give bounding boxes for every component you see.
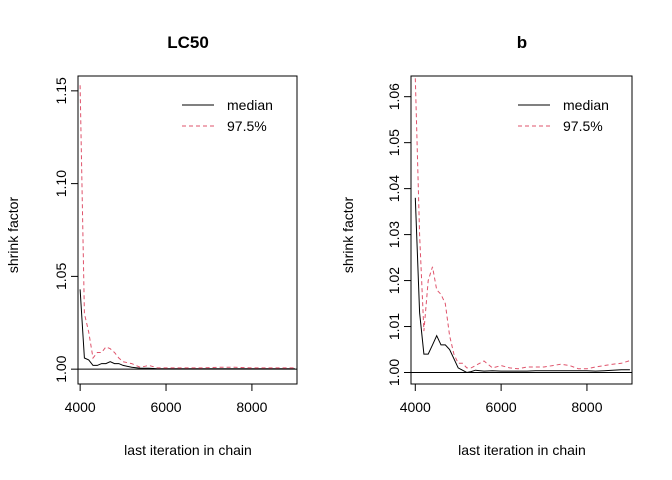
x-tick-label: 6000	[486, 399, 517, 415]
y-tick-label: 1.04	[386, 175, 402, 202]
x-tick-label: 4000	[400, 399, 431, 415]
series-line-median	[414, 197, 630, 374]
y-tick-label: 1.03	[386, 221, 402, 248]
plot-area: 4000 6000 8000 1.00 1.05 1.10 1.15 median 97.5%	[53, 75, 298, 415]
legend-label: 97.5%	[563, 118, 603, 134]
series-line-upper-975	[79, 85, 295, 369]
x-axis-label: last iteration in chain	[124, 442, 252, 458]
y-tick-label: 1.10	[53, 170, 69, 197]
y-axis-label: shrink factor	[5, 197, 21, 274]
y-tick-label: 1.06	[386, 83, 402, 110]
y-tick-label: 1.02	[386, 267, 402, 294]
x-axis-label: last iteration in chain	[458, 442, 586, 458]
plot-area: 4000 6000 8000 1.00 1.01 1.02 1.03 1.04 1.05 1.06…	[386, 75, 633, 415]
x-tick-label: 6000	[150, 399, 181, 415]
y-tick-label: 1.05	[53, 263, 69, 290]
y-tick-label: 1.01	[386, 313, 402, 340]
x-tick-label: 8000	[236, 399, 267, 415]
y-tick-label: 1.00	[53, 355, 69, 382]
plot-frame	[410, 75, 633, 385]
legend-label: 97.5%	[227, 118, 267, 134]
panel-title: b	[517, 33, 527, 52]
series-line-upper-975	[414, 78, 631, 370]
y-tick-label: 1.00	[386, 359, 402, 386]
panel-b: b 4000 6000 8000 1.00 1.01 1.02 1.03 1.04 1.05 1.…	[340, 33, 633, 458]
legend-label: median	[227, 97, 273, 113]
x-tick-label: 8000	[571, 399, 602, 415]
y-axis-label: shrink factor	[340, 197, 356, 274]
plot-frame	[77, 75, 298, 385]
series-line-median	[79, 289, 295, 370]
x-tick-label: 4000	[65, 399, 96, 415]
panel-title: LC50	[167, 33, 209, 52]
legend-label: median	[563, 97, 609, 113]
y-tick-label: 1.05	[386, 129, 402, 156]
panel-lc50: LC50 4000 6000 8000 1.00 1.05 1.10 1.15 median 9…	[5, 33, 298, 458]
y-tick-label: 1.15	[53, 77, 69, 104]
